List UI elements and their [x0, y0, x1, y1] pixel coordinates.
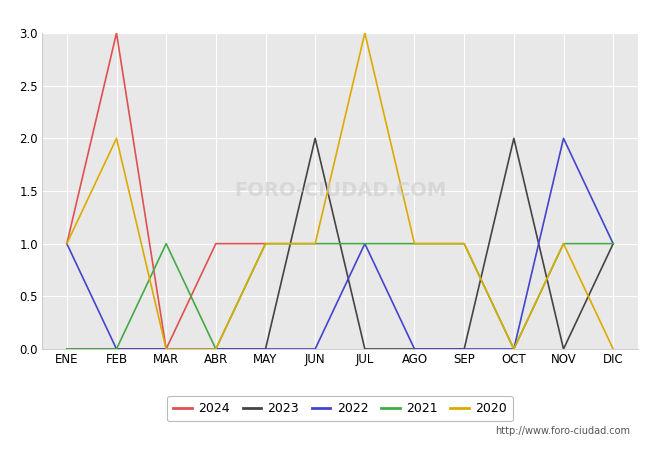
- Text: http://www.foro-ciudad.com: http://www.foro-ciudad.com: [495, 426, 630, 436]
- Text: Matriculaciones de Vehiculos en Sellent: Matriculaciones de Vehiculos en Sellent: [146, 5, 504, 23]
- Legend: 2024, 2023, 2022, 2021, 2020: 2024, 2023, 2022, 2021, 2020: [167, 396, 513, 422]
- Text: FORO-CIUDAD.COM: FORO-CIUDAD.COM: [234, 181, 446, 201]
